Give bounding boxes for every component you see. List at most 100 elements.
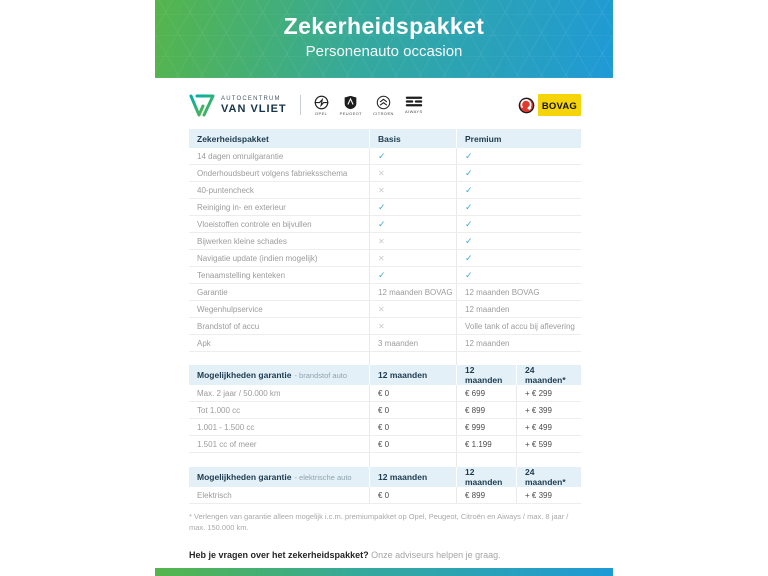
logo-row: AUTOCENTRUM VAN VLIET OPEL (153, 89, 615, 121)
package-table-header: Zekerheidspakket Basis Premium (189, 129, 581, 148)
peugeot-logo: PEUGEOT (340, 95, 362, 116)
warranty-electric-title: Mogelijkheden garantie - elektrische aut… (197, 472, 352, 482)
row-label: 40-puntencheck (197, 185, 254, 195)
check-icon: ✓ (465, 269, 473, 280)
column-header-basis: Basis (369, 129, 456, 148)
check-icon: ✓ (465, 235, 473, 246)
price-cell: € 0 (369, 385, 456, 401)
row-label: Tenaamstelling kenteken (197, 270, 286, 280)
table-cell: ✓ (456, 216, 581, 232)
column-header-24m: 24 maanden* (516, 365, 581, 385)
aiways-logo: AIWAYS (405, 95, 423, 114)
row-label: Max. 2 jaar / 50.000 km (197, 388, 281, 398)
price-cell: + € 299 (516, 385, 581, 401)
logo-divider (299, 95, 301, 115)
table-cell: 3 maanden (369, 335, 456, 351)
check-icon: ✓ (465, 201, 473, 212)
table-cell: ✓ (369, 267, 456, 283)
row-label: Bijwerken kleine schades (197, 236, 287, 246)
peugeot-icon (344, 95, 357, 110)
table-row: 40-puntencheck ✕ ✓ (189, 182, 581, 199)
table-row: 1.001 - 1.500 cc € 0 € 999 + € 499 (189, 419, 581, 436)
table-cell: 12 maanden (456, 301, 581, 317)
table-cell: ✓ (456, 182, 581, 198)
warranty-electric-body: Elektrisch € 0 € 899 + € 399 (189, 487, 581, 504)
cross-icon: ✕ (378, 253, 385, 263)
table-gap (189, 352, 581, 365)
check-icon: ✓ (378, 150, 386, 161)
column-header-12m: 12 maanden (456, 365, 516, 385)
table-cell: ✕ (369, 165, 456, 181)
row-label: Reiniging in- en exterieur (197, 202, 286, 212)
price-cell: € 899 (456, 402, 516, 418)
table-row: Apk 3 maanden 12 maanden (189, 335, 581, 352)
price-cell: + € 499 (516, 419, 581, 435)
price-cell: € 0 (369, 419, 456, 435)
table-row: Reiniging in- en exterieur ✓ ✓ (189, 199, 581, 216)
aiways-icon (405, 95, 423, 108)
table-cell: ✕ (369, 250, 456, 266)
header-banner: Zekerheidspakket Personenauto occasion (155, 0, 613, 78)
table-cell: ✓ (456, 267, 581, 283)
check-icon: ✓ (465, 150, 473, 161)
table-row: Elektrisch € 0 € 899 + € 399 (189, 487, 581, 504)
citroen-icon (376, 95, 391, 110)
row-label: Elektrisch (197, 490, 232, 500)
question-regular: Onze adviseurs helpen je graag. (371, 550, 501, 560)
table-row: Tenaamstelling kenteken ✓ ✓ (189, 267, 581, 284)
brand-logos: OPEL PEUGEOT CITROËN (314, 95, 423, 116)
table-cell: ✕ (369, 301, 456, 317)
table-cell: ✕ (369, 318, 456, 334)
question-bold: Heb je vragen over het zekerheidspakket? (189, 550, 369, 560)
warranty-electric-header: Mogelijkheden garantie - elektrische aut… (189, 467, 581, 487)
citroen-logo: CITROËN (373, 95, 394, 116)
table-cell: 12 maanden BOVAG (369, 284, 456, 300)
row-label: Apk (197, 338, 211, 348)
table-cell: ✓ (369, 199, 456, 215)
dealer-name-bottom: VAN VLIET (221, 102, 287, 115)
row-label: Vloeistoffen controle en bijvullen (197, 219, 312, 229)
opel-logo: OPEL (314, 95, 329, 116)
document-page: Zekerheidspakket Personenauto occasion A… (153, 0, 615, 576)
cross-icon: ✕ (378, 236, 385, 246)
aiways-label: AIWAYS (405, 108, 423, 114)
row-label: 1.501 cc of meer (197, 439, 257, 449)
opel-icon (314, 95, 329, 110)
peugeot-label: PEUGEOT (339, 110, 362, 116)
price-cell: + € 599 (516, 436, 581, 452)
price-cell: € 0 (369, 402, 456, 418)
question-line: Heb je vragen over het zekerheidspakket?… (189, 550, 581, 560)
row-label: 14 dagen omruilgarantie (197, 151, 284, 161)
table-cell: ✓ (369, 148, 456, 164)
bovag-label: BOVAG (541, 101, 577, 112)
table-row: Navigatie update (indien mogelijk) ✕ ✓ (189, 250, 581, 267)
table-cell: ✓ (456, 165, 581, 181)
row-label: Onderhoudsbeurt volgens fabrieksschema (197, 168, 348, 178)
table-row: Wegenhulpservice ✕ 12 maanden (189, 301, 581, 318)
cross-icon: ✕ (378, 321, 385, 331)
price-cell: + € 399 (516, 487, 581, 503)
cross-icon: ✕ (378, 304, 385, 314)
price-cell: € 699 (456, 385, 516, 401)
page-subtitle: Personenauto occasion (305, 43, 463, 60)
table-cell: 12 maanden (456, 335, 581, 351)
table-cell: ✓ (369, 216, 456, 232)
table-cell: 12 maanden BOVAG (456, 284, 581, 300)
check-icon: ✓ (378, 201, 386, 212)
table-row: Max. 2 jaar / 50.000 km € 0 € 699 + € 299 (189, 385, 581, 402)
column-header-12m: 12 maanden (456, 467, 516, 487)
check-icon: ✓ (465, 218, 473, 229)
table-row: Vloeistoffen controle en bijvullen ✓ ✓ (189, 216, 581, 233)
table-cell: ✓ (456, 148, 581, 164)
price-cell: € 0 (369, 487, 456, 503)
table-row: 14 dagen omruilgarantie ✓ ✓ (189, 148, 581, 165)
row-label: 1.001 - 1.500 cc (197, 422, 255, 432)
table-cell: ✓ (456, 233, 581, 249)
price-cell: € 0 (369, 436, 456, 452)
footer-bar (155, 568, 613, 576)
column-header-12m: 12 maanden (369, 467, 456, 487)
check-icon: ✓ (378, 269, 386, 280)
table-cell: ✓ (456, 199, 581, 215)
package-table-body: 14 dagen omruilgarantie ✓ ✓ Onderhoudsbeurt… (189, 148, 581, 352)
bovag-logo: BOVAG (518, 94, 581, 116)
